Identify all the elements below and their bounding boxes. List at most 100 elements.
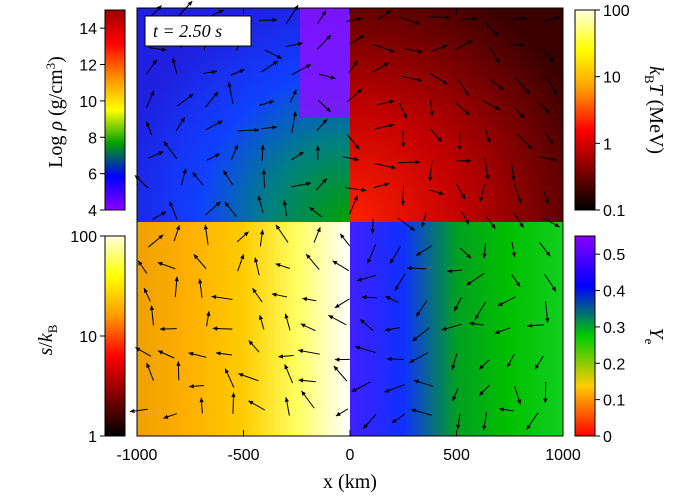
velocity-arrow bbox=[339, 233, 351, 247]
velocity-arrow bbox=[174, 276, 179, 298]
velocity-arrow bbox=[488, 45, 501, 64]
velocity-arrow bbox=[345, 187, 367, 193]
velocity-arrow bbox=[315, 178, 328, 191]
velocity-arrow bbox=[271, 292, 288, 298]
velocity-arrow bbox=[456, 413, 461, 430]
velocity-arrow bbox=[206, 153, 220, 161]
velocity-arrow bbox=[315, 145, 321, 160]
velocity-arrow bbox=[333, 365, 348, 382]
colorbar-tick-label: 10 bbox=[79, 94, 97, 111]
velocity-arrow bbox=[317, 10, 327, 24]
velocity-arrow bbox=[317, 99, 332, 113]
velocity-arrow bbox=[284, 364, 294, 384]
velocity-arrow bbox=[478, 384, 490, 396]
velocity-arrow bbox=[146, 362, 154, 381]
entropy-colorbar-label: s/kB bbox=[35, 324, 60, 355]
velocity-arrow bbox=[163, 413, 177, 419]
velocity-arrow bbox=[168, 201, 178, 220]
velocity-arrow bbox=[428, 15, 451, 20]
velocity-arrow bbox=[173, 225, 181, 242]
velocity-arrow bbox=[289, 89, 297, 103]
velocity-arrow bbox=[282, 200, 288, 217]
x-tick-label: -500 bbox=[227, 447, 259, 464]
velocity-arrow bbox=[230, 68, 245, 76]
velocity-arrow bbox=[284, 397, 290, 416]
velocity-arrow bbox=[412, 327, 430, 342]
velocity-arrow bbox=[316, 118, 328, 131]
velocity-arrow bbox=[456, 158, 471, 164]
velocity-arrow bbox=[316, 34, 332, 50]
velocity-arrow bbox=[332, 260, 350, 272]
velocity-arrow bbox=[447, 268, 462, 274]
velocity-arrow bbox=[152, 211, 167, 220]
velocity-arrow bbox=[457, 132, 462, 151]
velocity-arrow bbox=[261, 125, 277, 130]
velocity-arrow bbox=[459, 247, 472, 259]
velocity-arrow bbox=[149, 305, 155, 326]
colorbar-tick-label: 12 bbox=[79, 58, 97, 75]
velocity-arrow bbox=[189, 384, 205, 389]
time-label: t = 2.50 s bbox=[153, 21, 222, 41]
velocity-arrow bbox=[356, 274, 377, 282]
velocity-arrow bbox=[478, 359, 490, 370]
velocity-arrow bbox=[397, 217, 416, 232]
velocity-arrow bbox=[224, 201, 237, 217]
colorbar-tick-label: 1 bbox=[603, 136, 612, 153]
velocity-arrow bbox=[409, 352, 429, 364]
temperature-colorbar-label: kBT (MeV) bbox=[642, 66, 667, 154]
velocity-arrow bbox=[454, 39, 473, 51]
velocity-arrow bbox=[428, 160, 433, 182]
velocity-arrow bbox=[511, 16, 527, 21]
velocity-arrow bbox=[430, 128, 443, 143]
velocity-arrow bbox=[203, 69, 218, 75]
velocity-arrow bbox=[415, 245, 433, 256]
velocity-arrow bbox=[308, 206, 323, 218]
velocity-arrow bbox=[236, 231, 249, 243]
velocity-arrow bbox=[227, 82, 234, 104]
colorbar-tick-label: 0.4 bbox=[603, 284, 625, 301]
velocity-arrow bbox=[455, 102, 471, 116]
velocity-arrow bbox=[318, 73, 336, 80]
velocity-arrow bbox=[377, 10, 392, 20]
velocity-arrow bbox=[542, 217, 560, 228]
velocity-arrow bbox=[176, 361, 181, 381]
velocity-arrow bbox=[372, 62, 389, 73]
velocity-arrow bbox=[264, 49, 283, 60]
velocity-arrow bbox=[506, 353, 515, 368]
jet-region bbox=[300, 8, 350, 118]
velocity-arrow bbox=[377, 99, 395, 106]
velocity-arrows bbox=[129, 0, 561, 431]
velocity-arrow bbox=[398, 102, 408, 119]
velocity-arrow bbox=[406, 265, 427, 271]
colorbar-tick-label: 100 bbox=[70, 229, 97, 246]
velocity-arrow bbox=[291, 64, 311, 76]
velocity-arrow bbox=[359, 318, 374, 331]
velocity-arrow bbox=[429, 72, 448, 85]
x-tick-label: 1000 bbox=[545, 447, 581, 464]
velocity-arrow bbox=[373, 182, 390, 188]
velocity-arrow bbox=[373, 44, 395, 53]
velocity-arrow bbox=[291, 111, 297, 133]
velocity-arrow bbox=[260, 144, 265, 161]
velocity-arrow bbox=[298, 378, 316, 383]
colorbar-tick-label: 0.3 bbox=[603, 320, 625, 337]
velocity-arrow bbox=[177, 0, 193, 17]
velocity-arrow bbox=[160, 326, 177, 332]
velocity-arrow bbox=[259, 229, 265, 247]
velocity-arrow bbox=[355, 345, 376, 353]
velocity-arrow bbox=[192, 172, 204, 186]
velocity-arrow bbox=[400, 16, 420, 25]
velocity-arrow bbox=[479, 184, 486, 202]
velocity-arrow bbox=[400, 185, 406, 206]
velocity-arrow bbox=[362, 413, 377, 430]
velocity-arrow bbox=[441, 323, 462, 331]
velocity-arrow bbox=[231, 392, 236, 414]
velocity-arrow bbox=[474, 302, 486, 320]
velocity-arrow bbox=[391, 413, 406, 424]
velocity-arrow bbox=[284, 313, 291, 331]
velocity-arrow bbox=[452, 387, 459, 402]
velocity-arrow bbox=[222, 169, 234, 186]
velocity-arrow bbox=[401, 130, 406, 148]
velocity-arrow bbox=[278, 354, 294, 359]
